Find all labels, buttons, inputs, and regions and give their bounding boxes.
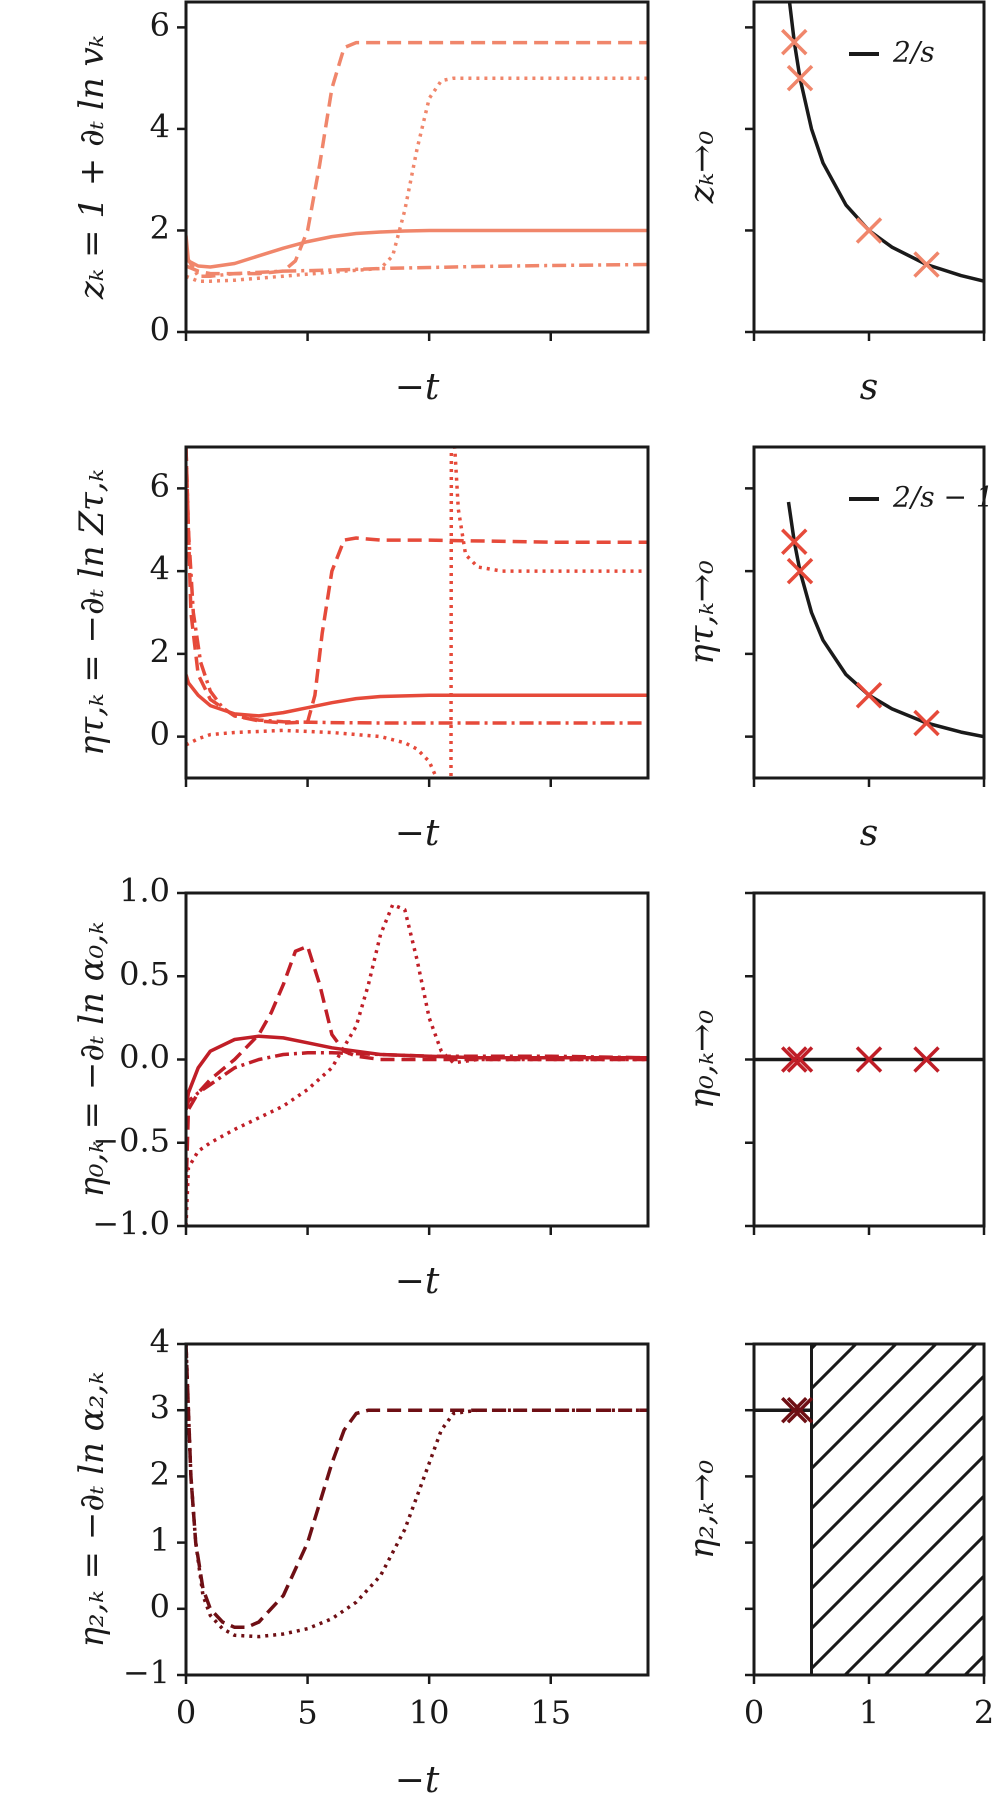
cross-marker: [781, 1046, 808, 1073]
y-tick-label: 2: [150, 209, 170, 247]
cross-marker: [786, 1396, 814, 1424]
x-tick-label: 5: [297, 1694, 317, 1732]
cross-marker: [781, 528, 808, 555]
y-axis-label: η₀,ₖ = −∂ₜ ln α₀,ₖ: [72, 922, 112, 1198]
series-line: [186, 40, 648, 276]
y-tick-label: 2: [150, 632, 170, 670]
panel: −1.0 −0.5 0.0 0.5 1.0 −t η₀,ₖ = −∂ₜ ln α₀,ₖ: [72, 872, 650, 1302]
plot-area: [754, 1344, 984, 1675]
y-axis-label: ητ,ₖ = −∂ₜ ln Zτ,ₖ: [72, 469, 112, 756]
x-axis-label: −t: [395, 1261, 440, 1302]
series-line: [186, 1344, 648, 1630]
x-tick-label: 1: [859, 1694, 879, 1732]
x-axis-label: s: [860, 813, 878, 854]
x-tick-label: 0: [176, 1694, 196, 1732]
cross-marker: [855, 1046, 883, 1073]
cross-marker: [786, 64, 814, 92]
y-tick-label: 4: [150, 1323, 170, 1361]
x-tick-label: 2: [974, 1694, 994, 1732]
cross-marker: [781, 28, 808, 56]
series-line: [186, 1034, 648, 1110]
cross-marker: [855, 217, 883, 244]
y-tick-label: 2: [150, 1455, 170, 1493]
plot-area: [186, 1344, 648, 1639]
y-tick-label: 3: [150, 1389, 170, 1427]
y-tick-label: 0.0: [119, 1038, 170, 1076]
panel: s ητ,ₖ→₀ 2/s − 1: [682, 445, 994, 854]
series-line: [186, 447, 648, 725]
y-tick-label: −0.5: [92, 1121, 170, 1159]
series-line: [186, 674, 648, 718]
plot-area: [786, 501, 984, 739]
panel: 0 2 4 6 −t zₖ = 1 + ∂ₜ ln vₖ: [72, 0, 650, 408]
cross-marker: [855, 682, 883, 709]
legend-label: 2/s: [892, 36, 935, 69]
y-axis-label: zₖ→₀: [682, 130, 722, 204]
cross-marker: [786, 557, 814, 585]
axes-frame: [752, 0, 986, 334]
y-tick-label: 1: [150, 1521, 170, 1559]
series-line: [186, 228, 648, 269]
y-axis-label: η₂,ₖ = −∂ₜ ln α₂,ₖ: [72, 1372, 112, 1648]
series-line: [786, 501, 984, 739]
y-tick-label: 0: [150, 1587, 170, 1625]
series-line: [186, 1344, 648, 1639]
x-axis-label: −t: [395, 813, 440, 854]
axes-frame: [184, 0, 650, 334]
y-tick-label: 4: [150, 107, 170, 145]
x-tick-label: 15: [530, 1694, 571, 1732]
y-axis-label: η₂,ₖ→₀: [682, 1459, 722, 1559]
plot-area: [186, 447, 648, 778]
cross-marker: [781, 1396, 808, 1424]
y-axis-label: zₖ = 1 + ∂ₜ ln vₖ: [72, 35, 112, 300]
y-tick-label: 0: [150, 715, 170, 753]
legend-label: 2/s − 1: [892, 481, 994, 514]
y-tick-label: 0.5: [119, 955, 170, 993]
y-tick-label: −1: [123, 1654, 170, 1692]
series-line: [787, 2, 984, 283]
series-line: [186, 447, 648, 778]
hatched-region: [810, 1344, 984, 1675]
axes-frame: [184, 1342, 650, 1677]
cross-marker: [913, 709, 940, 737]
cross-marker: [786, 1046, 814, 1073]
x-axis-label: −t: [395, 367, 440, 408]
x-tick-label: 0: [744, 1694, 764, 1732]
cross-marker: [913, 251, 940, 278]
plot-area: [787, 2, 984, 283]
x-axis-label: s: [860, 367, 878, 408]
x-tick-label: 10: [409, 1694, 450, 1732]
x-axis-label: −t: [395, 1760, 440, 1801]
series-line: [186, 447, 648, 725]
y-tick-label: −1.0: [92, 1205, 170, 1243]
panel: 0 1 2 η₂,ₖ→₀: [682, 1342, 994, 1732]
y-axis-label: ητ,ₖ→₀: [682, 560, 722, 665]
series-line: [186, 944, 648, 1193]
plot-area: [186, 902, 648, 1226]
y-tick-label: 1.0: [119, 872, 170, 910]
panel: s zₖ→₀ 2/s: [682, 0, 986, 408]
panel: 0 2 4 6 −t ητ,ₖ = −∂ₜ ln Zτ,ₖ: [72, 445, 650, 854]
series-line: [186, 76, 648, 283]
series-line: [186, 254, 648, 278]
y-tick-label: 6: [150, 467, 170, 505]
y-tick-label: 6: [150, 6, 170, 44]
y-tick-label: 4: [150, 550, 170, 588]
plot-area: [186, 40, 648, 283]
y-axis-label: η₀,ₖ→₀: [682, 1009, 722, 1109]
cross-marker: [913, 1046, 940, 1073]
panel: η₀,ₖ→₀: [682, 891, 986, 1235]
series-line: [186, 902, 648, 1226]
axes-frame: [184, 445, 650, 780]
y-tick-label: 0: [150, 311, 170, 349]
series-line: [186, 1051, 648, 1110]
